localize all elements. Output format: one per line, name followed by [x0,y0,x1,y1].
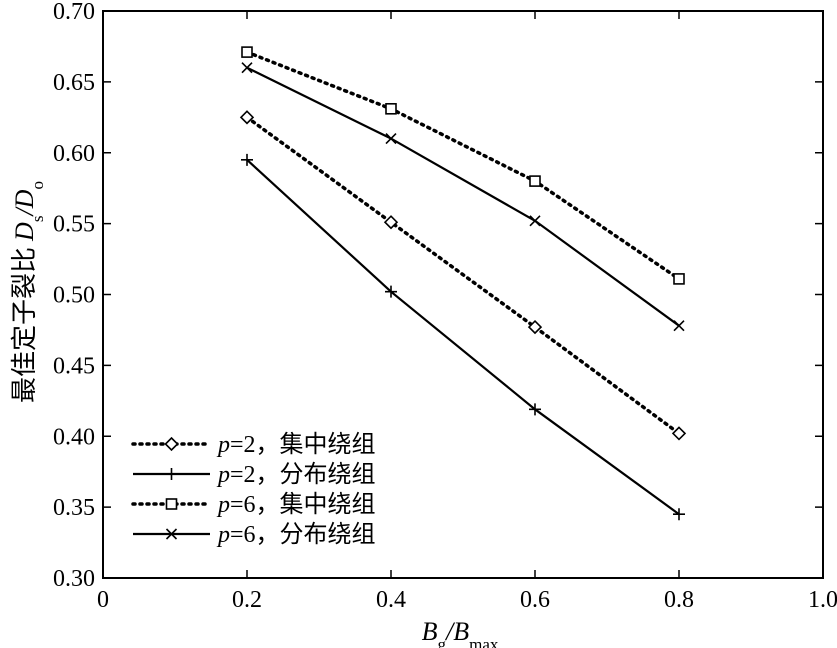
legend-item-4: p=6，分布绕组 [133,521,376,548]
x-tick-label: 0.4 [376,587,406,613]
data-point-diamond [383,215,399,230]
legend-item-1: p=2，集中绕组 [131,431,376,458]
data-point-plus [673,508,685,521]
legend-label: p=6，分布绕组 [216,521,376,548]
series-line [245,115,681,436]
legend-item-2: p=2，分布绕组 [133,461,376,488]
data-point-square [529,175,541,187]
data-point-square [385,103,397,115]
x-axis-label: Bg/Bmax [422,617,499,648]
data-point-plus [241,153,253,166]
data-point-plus [385,285,397,298]
legend-item-3: p=6，集中绕组 [131,491,376,518]
series-3 [241,46,685,285]
data-point-x [673,320,685,332]
series-line [246,159,680,516]
data-point-square [241,46,253,58]
x-tick-label: 1.0 [808,587,837,613]
legend-marker [165,498,178,510]
y-tick-label: 0.35 [53,495,95,521]
data-point-diamond [239,110,255,125]
series-2 [241,153,685,521]
x-tick-label: 0.2 [232,587,262,613]
y-tick-label: 0.45 [53,353,95,379]
legend-marker [164,436,179,452]
data-point-x [241,62,253,74]
data-point-x [529,215,541,227]
x-tick-label: 0.8 [664,587,694,613]
axes: 0 0.2 0.4 0.6 0.8 1.0 0.30 0.35 0.40 0.45 0.50 0.55… [53,0,837,613]
data-point-plus [529,403,541,416]
legend-label: p=2，集中绕组 [216,431,376,458]
legend-marker [165,528,178,540]
series-line [245,50,681,281]
y-tick-label: 0.40 [53,424,95,450]
y-tick-label: 0.60 [53,141,95,167]
y-tick-label: 0.70 [53,0,95,25]
x-tick-label: 0 [97,587,109,613]
series-1 [239,110,687,441]
series-4 [241,62,685,332]
legend-marker [165,468,178,480]
x-tick-label: 0.6 [520,587,550,613]
legend-label: p=2，分布绕组 [216,461,376,488]
data-point-diamond [527,319,543,335]
y-tick-label: 0.65 [53,70,95,96]
y-tick-label: 0.55 [53,212,95,238]
legend: p=2，集中绕组 p=2，分布绕组 p=6，集中绕组 p=6，分布绕组 [131,431,376,548]
y-axis-label: 最佳定子裂比Ds/Do [10,181,47,403]
data-point-square [673,273,685,285]
series-line [246,66,680,327]
plot-frame [102,10,824,579]
series-layer [239,46,687,521]
y-tick-label: 0.50 [53,283,95,309]
data-point-diamond [671,426,687,441]
legend-label: p=6，集中绕组 [216,491,376,518]
y-tick-label: 0.30 [53,566,95,592]
data-point-x [385,133,397,145]
